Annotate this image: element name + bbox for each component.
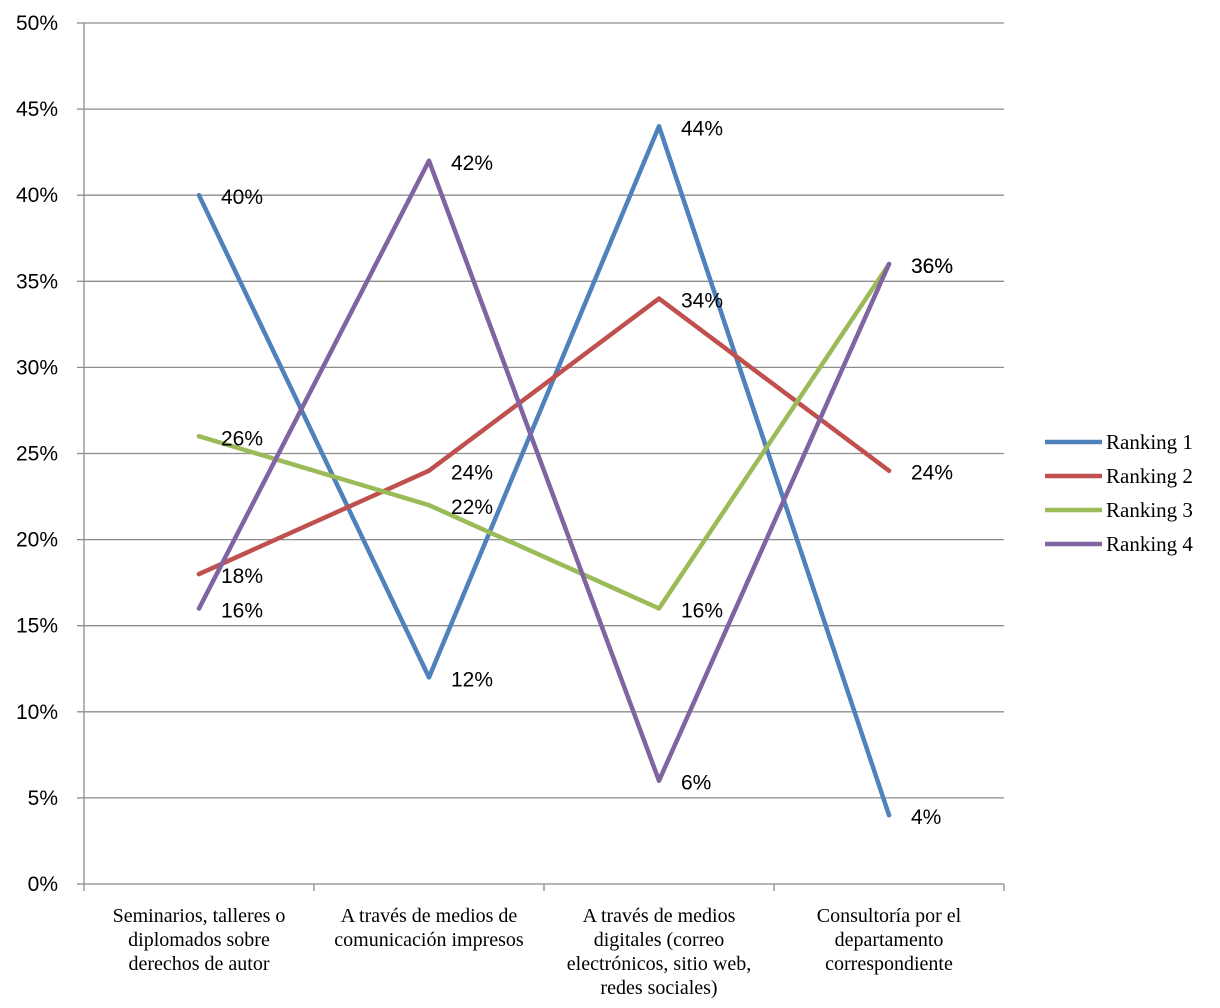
x-category-line: electrónicos, sitio web, [567, 953, 751, 975]
data-point [426, 675, 432, 680]
x-category-label: Consultoría por el departamento correspond… [817, 905, 962, 975]
x-category-line: A través de medios de [341, 905, 518, 927]
y-tick-label: 25% [16, 443, 58, 466]
data-point [196, 606, 202, 611]
data-label: 42% [451, 152, 493, 175]
series-lines [196, 124, 892, 818]
y-tick-label: 5% [28, 787, 58, 810]
x-axis-categories: Seminarios, talleres o diplomados sobre de… [113, 905, 962, 999]
data-point [196, 571, 202, 577]
data-point [886, 468, 892, 473]
y-tick-label: 20% [16, 529, 58, 552]
data-point [656, 778, 662, 783]
x-category-line: Seminarios, talleres o [113, 905, 286, 927]
data-point [886, 812, 892, 818]
legend-label: Ranking 3 [1106, 498, 1193, 522]
data-point [656, 124, 662, 129]
data-point [656, 606, 662, 611]
data-labels: 40% 12% 44% 4% 18% 24% 34% 24% 26% 22% 16% 36% 16% 42… [221, 117, 953, 829]
x-category-label: A través de medios digitales (correo elect… [567, 905, 751, 999]
x-category-line: comunicación impresos [334, 929, 524, 951]
data-label: 16% [221, 599, 263, 622]
data-point [656, 296, 662, 301]
data-label: 16% [681, 599, 723, 622]
data-point [426, 158, 432, 163]
y-tick-label: 50% [16, 12, 58, 35]
data-point [196, 193, 202, 198]
data-label: 44% [681, 117, 723, 140]
x-category-line: departamento [835, 929, 944, 951]
data-label: 24% [451, 462, 493, 485]
x-category-line: derechos de autor [128, 953, 269, 975]
legend-label: Ranking 4 [1106, 532, 1193, 556]
x-category-label: A través de medios de comunicación impres… [334, 905, 524, 951]
series-line-4 [196, 158, 892, 783]
x-category-line: correspondiente [825, 953, 953, 975]
axes [77, 22, 1005, 891]
series-line-2 [196, 296, 892, 577]
x-category-line: diplomados sobre [128, 929, 270, 951]
y-tick-label: 35% [16, 270, 58, 293]
y-tick-label: 15% [16, 615, 58, 638]
x-category-line: digitales (correo [594, 929, 725, 951]
data-label: 24% [911, 462, 953, 485]
data-label: 18% [221, 565, 263, 588]
data-point [426, 468, 432, 473]
y-tick-label: 30% [16, 356, 58, 379]
data-label: 40% [221, 186, 263, 209]
x-category-line: Consultoría por el [817, 905, 962, 927]
y-tick-label: 40% [16, 184, 58, 207]
series-line-3 [196, 261, 892, 611]
data-label: 12% [451, 668, 493, 691]
data-label: 36% [911, 255, 953, 278]
y-axis-ticks: 0% 5% 10% 15% 20% 25% 30% 35% 40% 45% 50% [16, 12, 58, 896]
data-label: 26% [221, 427, 263, 450]
legend-label: Ranking 1 [1106, 430, 1193, 454]
y-tick-label: 45% [16, 98, 58, 121]
x-category-label: Seminarios, talleres o diplomados sobre de… [113, 905, 286, 975]
data-label: 22% [451, 496, 493, 519]
data-point [886, 261, 892, 267]
x-category-line: redes sociales) [600, 977, 717, 999]
x-category-line: A través de medios [583, 905, 736, 927]
data-label: 34% [681, 290, 723, 313]
series-line-1 [196, 124, 892, 818]
y-tick-label: 0% [28, 873, 58, 896]
data-point [196, 434, 202, 439]
data-label: 4% [911, 806, 941, 829]
gridlines [84, 22, 1004, 799]
y-tick-label: 10% [16, 701, 58, 724]
data-label: 36% [911, 255, 953, 278]
data-label: 6% [681, 772, 711, 795]
data-point [426, 502, 432, 508]
legend-label: Ranking 2 [1106, 464, 1193, 488]
legend: Ranking 1 Ranking 2 Ranking 3 Ranking 4 [1045, 430, 1193, 556]
